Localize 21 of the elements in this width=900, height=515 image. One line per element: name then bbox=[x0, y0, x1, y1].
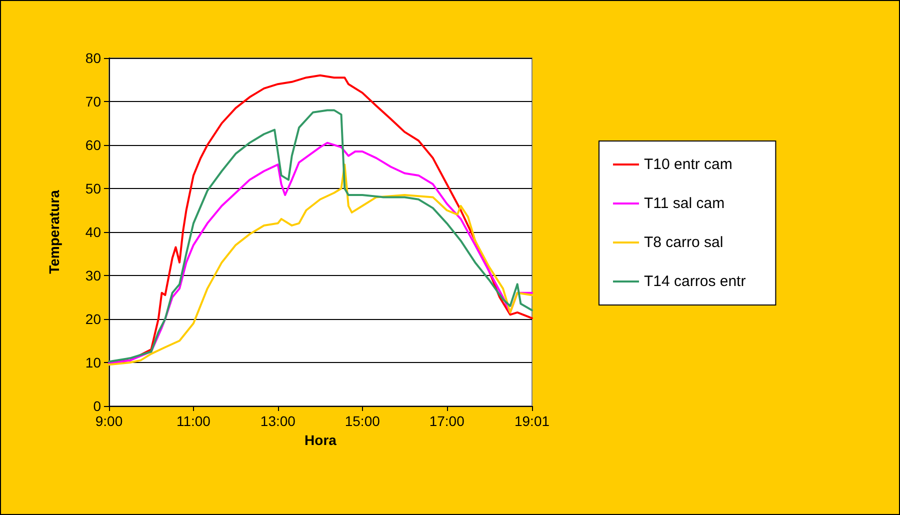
x-tick-label: 13:00 bbox=[260, 413, 296, 429]
y-tick-label: 40 bbox=[85, 224, 102, 240]
y-tick-label: 30 bbox=[85, 268, 102, 284]
y-tick-label: 80 bbox=[85, 50, 102, 66]
y-tick-label: 70 bbox=[85, 94, 102, 110]
legend-label: T11 sal cam bbox=[644, 195, 725, 212]
x-axis-title: Hora bbox=[304, 432, 337, 448]
x-tick-label: 19:01 bbox=[514, 413, 550, 429]
y-tick-label: 60 bbox=[85, 137, 102, 153]
y-tick-label: 50 bbox=[85, 180, 102, 196]
legend-label: T8 carro sal bbox=[644, 234, 724, 251]
x-tick-label: 15:00 bbox=[344, 413, 380, 429]
x-tick-label: 11:00 bbox=[176, 413, 211, 429]
y-axis-title: Temperatura bbox=[46, 190, 62, 274]
x-tick-label: 9:00 bbox=[95, 413, 123, 429]
y-tick-label: 20 bbox=[85, 311, 102, 327]
legend-label: T14 carros entr bbox=[644, 273, 746, 290]
y-tick-label: 0 bbox=[93, 398, 102, 414]
y-tick-label: 10 bbox=[85, 354, 102, 370]
x-tick-label: 17:00 bbox=[429, 413, 465, 429]
legend-label: T10 entr cam bbox=[644, 156, 732, 173]
